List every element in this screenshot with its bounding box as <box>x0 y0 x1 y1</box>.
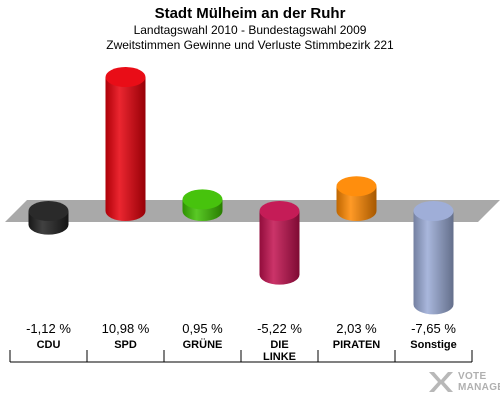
bar-cap <box>259 201 300 221</box>
votemanager-wordmark: VOTE MANAGER <box>458 371 500 393</box>
brand-line-vote: VOTE <box>458 371 487 382</box>
bar-die-linke <box>259 201 300 285</box>
category-label: SPD <box>114 339 137 351</box>
bar-body <box>105 77 146 221</box>
bar-cap <box>28 201 69 221</box>
bar-piraten <box>336 176 377 221</box>
category-label: CDU <box>36 339 61 351</box>
bar-gr-ne <box>182 189 223 221</box>
brand-line-manager: MANAGER <box>458 382 500 393</box>
bar-body <box>259 211 300 285</box>
bar-cap <box>336 176 377 197</box>
category-label: PIRATEN <box>332 339 381 351</box>
category-label: Sonstige <box>410 339 457 351</box>
chart-header: Stadt Mülheim an der Ruhr Landtagswahl 2… <box>0 3 500 53</box>
bar-cap <box>413 201 454 221</box>
bar-cap <box>105 67 146 88</box>
votemanager-logo <box>429 372 453 392</box>
bar-body <box>413 211 454 315</box>
chart-subtitle-district: Zweitstimmen Gewinne und Verluste Stimmb… <box>106 38 394 52</box>
value-label: -5,22 % <box>257 321 302 336</box>
value-label: 10,98 % <box>101 321 150 336</box>
chart-subtitle-election: Landtagswahl 2010 - Bundestagswahl 2009 <box>133 23 367 37</box>
category-label: GRÜNE <box>182 339 223 351</box>
bar-spd <box>105 67 146 221</box>
category-label: DIE LINKE <box>263 339 296 363</box>
bar-cdu <box>28 201 69 235</box>
value-label: 2,03 % <box>336 321 377 336</box>
value-label: 0,95 % <box>182 321 223 336</box>
bar-cap <box>182 189 223 210</box>
bar-body <box>336 186 377 221</box>
value-label: -7,65 % <box>411 321 456 336</box>
bar-sonstige <box>413 201 454 315</box>
chart-title: Stadt Mülheim an der Ruhr <box>154 5 346 22</box>
value-label: -1,12 % <box>26 321 71 336</box>
